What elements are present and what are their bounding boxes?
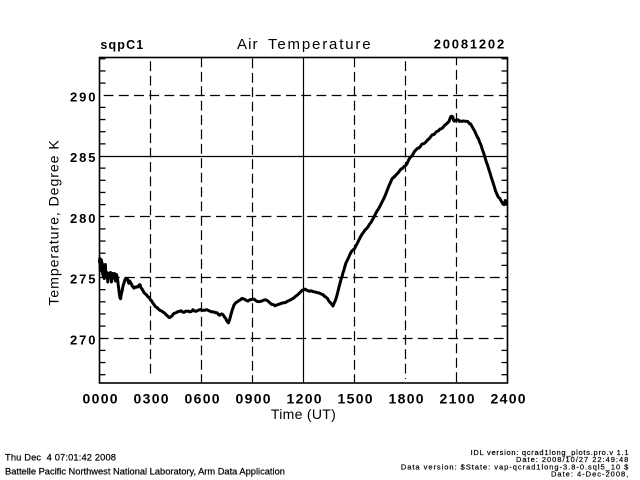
svg-text:Date: 2008/10/27 22:49:48: Date: 2008/10/27 22:49:48 <box>516 455 629 464</box>
svg-text:290: 290 <box>70 89 97 104</box>
svg-text:275: 275 <box>70 272 97 287</box>
svg-text:1800: 1800 <box>389 391 425 407</box>
svg-text:1500: 1500 <box>338 391 374 407</box>
svg-text:Temperature: Temperature <box>268 36 372 53</box>
svg-text:Temperature, Degree K: Temperature, Degree K <box>47 139 63 305</box>
svg-text:0300: 0300 <box>134 391 170 407</box>
svg-text:1200: 1200 <box>287 391 323 407</box>
svg-text:2100: 2100 <box>440 391 476 407</box>
svg-text:IDL version: qcrad1long_plots.: IDL version: qcrad1long_plots.pro.v 1.1 <box>471 448 630 457</box>
svg-text:0600: 0600 <box>185 391 221 407</box>
svg-text:2400: 2400 <box>491 391 527 407</box>
svg-text:0900: 0900 <box>236 391 272 407</box>
svg-text:Thu Dec 4 07:01:42 2008: Thu Dec 4 07:01:42 2008 <box>5 452 116 462</box>
svg-text:Date: 4-Dec-2008,: Date: 4-Dec-2008, <box>551 470 629 479</box>
svg-text:Data version: $State: vap-qcra: Data version: $State: vap-qcrad1long-3.8… <box>401 462 629 471</box>
svg-text:Time (UT): Time (UT) <box>271 406 336 422</box>
svg-text:280: 280 <box>70 211 97 226</box>
svg-text:Air: Air <box>237 36 259 53</box>
svg-text:270: 270 <box>70 332 97 347</box>
svg-text:20081202: 20081202 <box>434 37 506 52</box>
svg-text:285: 285 <box>70 150 97 165</box>
svg-text:Battelle Pacific Northwest Nat: Battelle Pacific Northwest National Labo… <box>5 467 285 477</box>
svg-text:0000: 0000 <box>83 391 119 407</box>
svg-text:sqpC1: sqpC1 <box>100 38 144 52</box>
